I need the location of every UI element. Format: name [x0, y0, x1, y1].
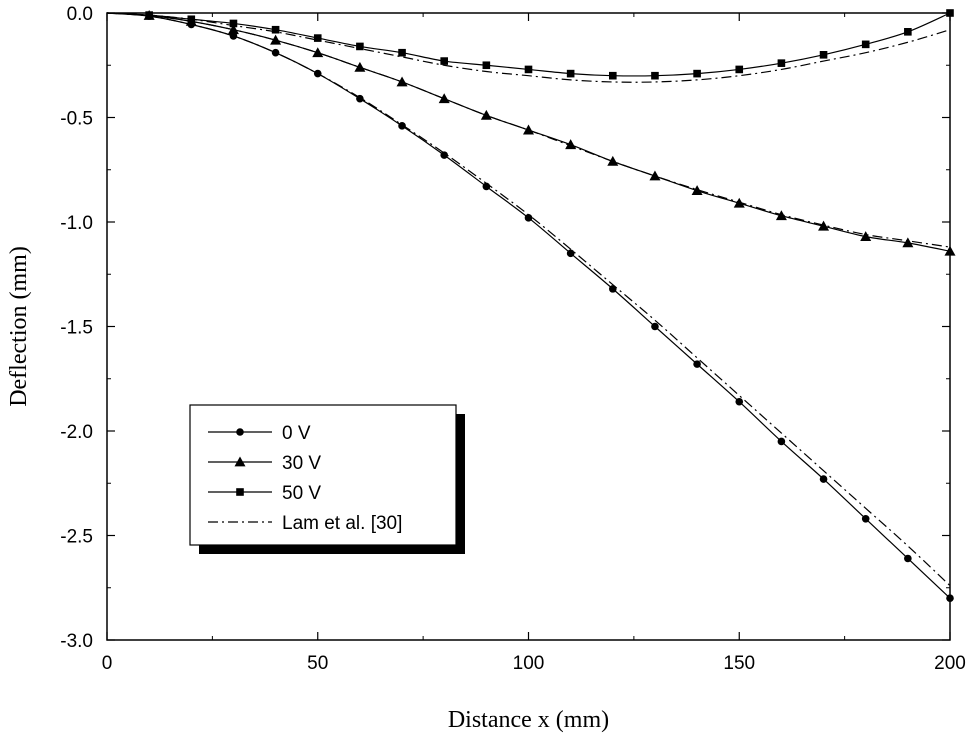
- data-point-0-v: [777, 437, 786, 446]
- data-point-30-v: [860, 231, 872, 242]
- data-point-30-v: [944, 245, 956, 256]
- data-point-0-v: [735, 397, 744, 406]
- x-axis-title: Distance x (mm): [448, 707, 609, 733]
- data-point-50-v: [271, 25, 280, 34]
- data-point-30-v: [354, 61, 366, 72]
- data-point-0-v: [398, 122, 406, 130]
- legend-label: 0 V: [282, 423, 311, 444]
- series-layer: [106, 9, 956, 602]
- legend-entry-lam-et-al-30: Lam et al. [30]: [208, 513, 402, 534]
- data-point-0-v: [651, 322, 659, 331]
- y-tick-label: -0.5: [60, 109, 93, 130]
- legend-label: 50 V: [282, 483, 321, 504]
- data-point-0-v: [524, 214, 533, 222]
- series-lam-et-al-30: [106, 12, 951, 587]
- data-point-0-v: [861, 514, 870, 523]
- data-point-30-v: [818, 220, 830, 231]
- x-tick-label: 0: [102, 653, 113, 674]
- data-point-50-v: [693, 69, 701, 78]
- data-point-50-v: [313, 34, 322, 42]
- data-point-0-v: [440, 151, 449, 159]
- legend: 0 V 30 V 50 V Lam et al. [30]: [189, 404, 465, 554]
- legend-marker: [236, 488, 244, 496]
- data-point-50-v: [524, 65, 533, 74]
- series-50-v: [106, 9, 954, 80]
- x-axis: 0 50 100 150 200: [102, 13, 966, 674]
- y-axis: 0.0 -0.5 -1.0 -1.5 -2.0 -2.5 -3.0: [60, 4, 950, 652]
- data-point-0-v: [819, 475, 828, 483]
- data-point-30-v: [270, 34, 282, 45]
- x-tick-label: 150: [723, 653, 755, 674]
- legend-entry-50-v: 50 V: [208, 483, 321, 504]
- y-axis-title: Deflection (mm): [6, 246, 32, 407]
- y-tick-label: -2.5: [60, 527, 93, 548]
- data-point-50-v: [819, 51, 828, 59]
- data-point-30-v: [902, 237, 914, 248]
- data-point-0-v: [904, 554, 912, 563]
- y-tick-label: -2.0: [60, 422, 93, 443]
- legend-marker: [234, 456, 246, 467]
- legend-label: Lam et al. [30]: [282, 513, 402, 534]
- data-point-30-v: [523, 124, 534, 135]
- data-point-50-v: [566, 69, 575, 78]
- data-point-50-v: [356, 42, 364, 51]
- data-point-50-v: [735, 65, 744, 74]
- data-point-30-v: [691, 185, 703, 196]
- y-tick-label: -3.0: [60, 631, 93, 652]
- y-tick-label: -1.0: [60, 213, 93, 234]
- x-tick-label: 100: [513, 653, 545, 674]
- data-point-50-v: [398, 48, 406, 57]
- data-point-50-v: [777, 59, 786, 67]
- x-tick-label: 50: [307, 653, 328, 674]
- y-tick-label: 0.0: [67, 4, 93, 25]
- series-line-lam-et-al-30: [106, 12, 951, 587]
- data-point-50-v: [651, 71, 659, 80]
- legend-label: 30 V: [282, 453, 321, 474]
- data-point-50-v: [229, 19, 238, 28]
- data-point-50-v: [946, 9, 954, 17]
- data-point-50-v: [904, 28, 912, 36]
- data-point-50-v: [440, 57, 448, 65]
- y-tick-label: -1.5: [60, 318, 93, 339]
- data-point-50-v: [861, 40, 870, 49]
- data-point-50-v: [482, 61, 491, 70]
- x-tick-label: 200: [934, 653, 966, 674]
- series-line-lam-et-al-30: [106, 12, 951, 248]
- series-line-lam-et-al-30: [106, 12, 951, 83]
- legend-marker: [236, 428, 244, 436]
- data-point-0-v: [946, 594, 954, 602]
- data-point-0-v: [693, 360, 701, 368]
- legend-entry-0-v: 0 V: [208, 423, 311, 444]
- data-point-50-v: [609, 71, 617, 80]
- legend-entry-30-v: 30 V: [208, 453, 321, 474]
- data-point-0-v: [566, 249, 575, 258]
